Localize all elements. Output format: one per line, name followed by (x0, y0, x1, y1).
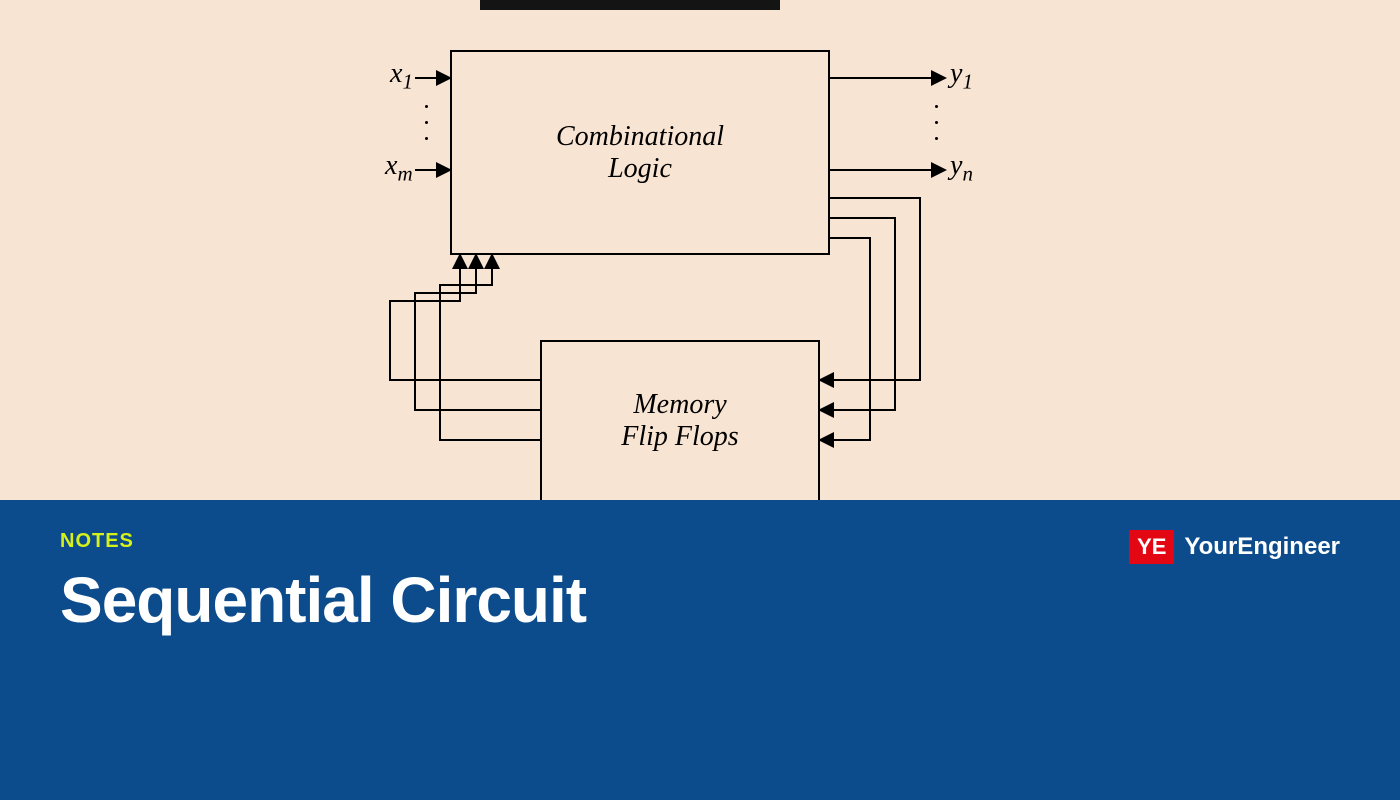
bottom-banner: NOTES Sequential Circuit YE YourEngineer (0, 500, 1400, 800)
connection-lines (0, 0, 1400, 500)
logo: YE YourEngineer (1129, 530, 1340, 564)
logo-text: YourEngineer (1184, 533, 1340, 561)
logo-badge: YE (1129, 530, 1174, 564)
diagram-area: Combinational Logic Memory Flip Flops x1… (0, 0, 1400, 500)
page-title: Sequential Circuit (60, 563, 1340, 637)
